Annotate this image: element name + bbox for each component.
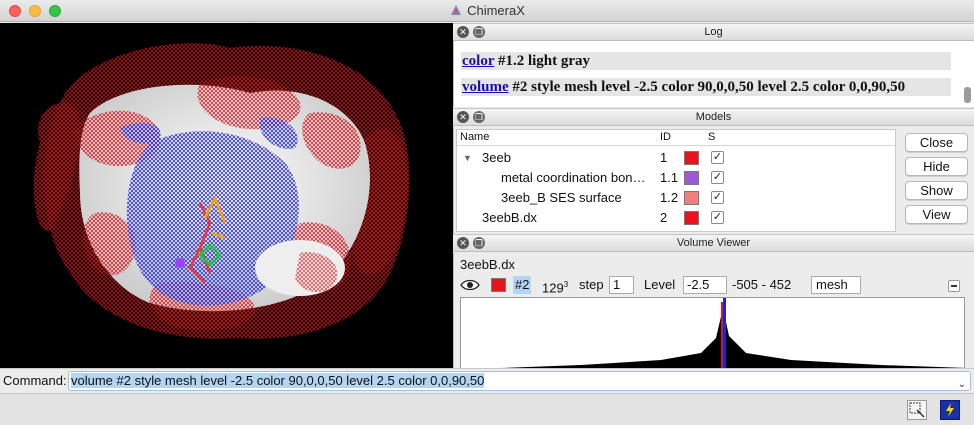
step-input[interactable]: 1 [609, 276, 634, 294]
molecule-render [33, 43, 410, 339]
color-swatch[interactable] [684, 211, 699, 225]
models-table: Name ID S ▼ 3eeb 1 ✓ metal coordination … [456, 129, 896, 232]
lightning-icon[interactable] [940, 400, 960, 420]
shown-checkbox[interactable]: ✓ [711, 151, 724, 164]
command-bar: Command: volume #2 style mesh level -2.5… [0, 368, 974, 392]
graphics-viewport[interactable] [0, 23, 453, 368]
log-panel: color #1.2 light gray volume #2 style me… [453, 41, 974, 107]
volume-controls: #2 1293 step 1 Level -2.5 -505 - 452 mes… [454, 275, 974, 295]
float-icon[interactable]: ❐ [473, 111, 485, 123]
models-panel: Name ID S ▼ 3eeb 1 ✓ metal coordination … [453, 127, 974, 234]
column-shown[interactable]: S [708, 131, 716, 143]
step-label: step [579, 277, 604, 292]
view-button[interactable]: View [905, 205, 968, 224]
volume-viewer-panel: 3eebB.dx #2 1293 step 1 Level -2.5 -505 … [453, 253, 974, 368]
color-swatch[interactable] [684, 191, 699, 205]
volume-id: #2 [513, 276, 532, 294]
volume-viewer-header: ✕ ❐ Volume Viewer [453, 234, 974, 252]
hide-button[interactable]: Hide [905, 157, 968, 176]
close-icon[interactable]: ✕ [457, 26, 469, 38]
table-row[interactable]: ▼ 3eeb 1 ✓ [457, 148, 895, 168]
threshold-marker-blue[interactable] [723, 298, 726, 368]
models-table-header: Name ID S [457, 130, 895, 146]
threshold-marker-red[interactable] [721, 302, 723, 368]
level-input[interactable]: -2.5 [683, 276, 727, 294]
command-input[interactable]: volume #2 style mesh level -2.5 color 90… [68, 371, 971, 391]
command-label: Command: [3, 373, 67, 388]
volume-size: 1293 [542, 280, 569, 296]
chimerax-logo-icon [451, 5, 462, 15]
color-swatch[interactable] [684, 151, 699, 165]
shown-checkbox[interactable]: ✓ [711, 211, 724, 224]
log-panel-title: Log [704, 26, 723, 38]
log-line: volume #2 style mesh level -2.5 color 90… [461, 78, 951, 96]
style-select[interactable]: mesh [811, 276, 861, 294]
shown-checkbox[interactable]: ✓ [711, 191, 724, 204]
models-panel-header: ✕ ❐ Models [453, 108, 974, 126]
log-scrollbar[interactable] [964, 87, 971, 103]
eye-icon[interactable] [460, 279, 480, 291]
column-name[interactable]: Name [460, 131, 490, 143]
collapse-button[interactable] [948, 280, 960, 292]
select-tool-icon[interactable] [907, 400, 927, 420]
color-swatch[interactable] [684, 171, 699, 185]
window-maximize-button[interactable] [49, 5, 61, 17]
volume-color-swatch[interactable] [491, 278, 506, 292]
level-label: Level [644, 277, 676, 292]
histogram-plot [501, 298, 964, 368]
table-row[interactable]: 3eebB.dx 2 ✓ [482, 210, 724, 225]
log-command-link[interactable]: volume [462, 79, 509, 95]
table-row[interactable]: metal coordination bon… 1.1 ✓ [501, 170, 724, 185]
title-bar: ChimeraX [0, 0, 974, 22]
histogram[interactable] [460, 297, 965, 368]
chevron-down-icon[interactable]: ⌄ [957, 379, 966, 390]
log-line: color #1.2 light gray [461, 52, 951, 70]
shown-checkbox[interactable]: ✓ [711, 171, 724, 184]
volume-name: 3eebB.dx [460, 257, 515, 272]
table-row[interactable]: 3eeb_B SES surface 1.2 ✓ [501, 190, 724, 205]
volume-viewer-title: Volume Viewer [676, 237, 751, 249]
disclosure-triangle-icon[interactable]: ▼ [463, 153, 472, 163]
close-button[interactable]: Close [905, 133, 968, 152]
status-bar [0, 393, 974, 425]
log-command-link[interactable]: color [462, 53, 495, 69]
window-title: ChimeraX [467, 3, 525, 18]
show-button[interactable]: Show [905, 181, 968, 200]
models-panel-title: Models [695, 111, 732, 123]
column-id[interactable]: ID [660, 131, 671, 143]
window-close-button[interactable] [9, 5, 21, 17]
float-icon[interactable]: ❐ [473, 26, 485, 38]
close-icon[interactable]: ✕ [457, 237, 469, 249]
value-range: -505 - 452 [732, 277, 792, 292]
float-icon[interactable]: ❐ [473, 237, 485, 249]
close-icon[interactable]: ✕ [457, 111, 469, 123]
log-panel-header: ✕ ❐ Log [453, 23, 974, 41]
window-minimize-button[interactable] [29, 5, 41, 17]
